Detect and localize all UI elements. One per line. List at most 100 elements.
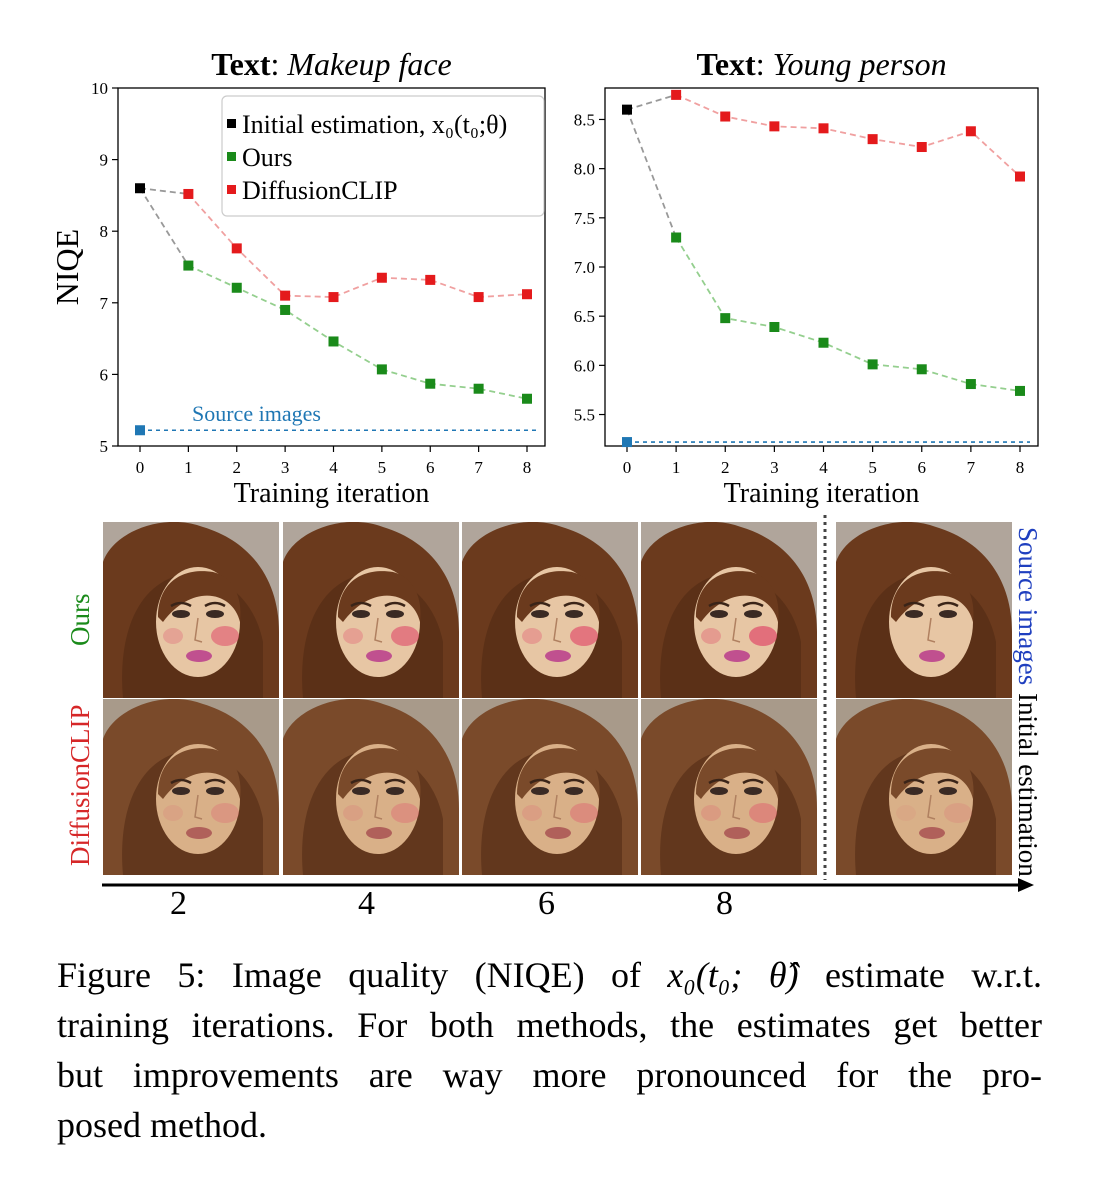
y-tick-label: 6 bbox=[100, 365, 109, 384]
initial-estimation-marker bbox=[135, 183, 145, 194]
y-tick-label: 9 bbox=[100, 151, 109, 170]
point-ours bbox=[328, 336, 339, 347]
x-tick-label: 4 bbox=[819, 458, 828, 477]
point-ours bbox=[280, 304, 291, 315]
point-ours bbox=[769, 321, 780, 332]
face-ours-iter bbox=[283, 522, 459, 698]
row-label-ours: Ours bbox=[65, 593, 95, 647]
x-axis-label: Training iteration bbox=[234, 478, 430, 509]
x-tick-label: 2 bbox=[721, 458, 730, 477]
y-tick-label: 5.5 bbox=[574, 406, 595, 425]
y-tick-label: 8 bbox=[100, 222, 109, 241]
chart-makeup-face: Text: Makeup face 10 9 8 7 6 5 0 1 2 3 4 5 6 7 8 Trainin… bbox=[49, 46, 546, 509]
point-diffusionclip bbox=[1015, 171, 1025, 182]
point-ours bbox=[818, 337, 829, 348]
x-tick-label: 0 bbox=[136, 458, 145, 477]
point-ours bbox=[183, 260, 194, 271]
chart-title: Text: Young person bbox=[696, 46, 946, 82]
iteration-tick-8: 8 bbox=[716, 885, 733, 922]
plot-frame bbox=[117, 87, 546, 447]
face-diffusionclip-iter bbox=[103, 699, 279, 875]
x-tick-label: 6 bbox=[426, 458, 435, 477]
legend-marker bbox=[227, 185, 236, 194]
y-tick-label: 7.5 bbox=[574, 209, 595, 228]
x-tick-label: 5 bbox=[868, 458, 877, 477]
point-ours bbox=[867, 359, 878, 370]
face-ours-iter bbox=[462, 522, 638, 698]
caption-line-4: posed method. bbox=[57, 1105, 267, 1145]
point-diffusionclip bbox=[231, 243, 242, 254]
y-tick-label: 10 bbox=[91, 79, 108, 98]
initial-connector bbox=[626, 109, 677, 238]
x-tick-label: 1 bbox=[184, 458, 193, 477]
source-images-label: Source images bbox=[192, 401, 321, 426]
point-ours bbox=[965, 379, 976, 390]
y-axis-label: NIQE bbox=[49, 229, 85, 305]
point-diffusionclip bbox=[473, 292, 484, 303]
caption-line-1: Figure 5: Image quality (NIQE) of x₀(t₀;… bbox=[57, 950, 1042, 1000]
x-tick-label: 7 bbox=[474, 458, 483, 477]
caption-line-3: but improvements are way more pronounced… bbox=[57, 1055, 1042, 1095]
side-label-initial: Initial estimation bbox=[1013, 693, 1043, 877]
x-tick-label: 3 bbox=[770, 458, 779, 477]
point-diffusionclip bbox=[328, 292, 339, 303]
x-tick-label: 6 bbox=[918, 458, 927, 477]
x-tick-label: 2 bbox=[233, 458, 242, 477]
side-label-source: Source images bbox=[1013, 527, 1043, 686]
x-axis-label: Training iteration bbox=[724, 478, 920, 509]
iteration-axis-arrow bbox=[102, 878, 1034, 892]
x-tick-label: 8 bbox=[1016, 458, 1025, 477]
initial-connector bbox=[139, 187, 189, 195]
iteration-tick-4: 4 bbox=[358, 885, 375, 922]
series-line-diffusionclip bbox=[675, 94, 1021, 178]
face-ours-iter bbox=[641, 522, 817, 698]
initial-connector bbox=[626, 94, 677, 111]
point-diffusionclip bbox=[425, 274, 436, 285]
series-line-ours bbox=[675, 237, 1021, 392]
y-tick-label: 7.0 bbox=[574, 258, 595, 277]
face-grid: Ours DiffusionCLIP bbox=[0, 515, 1095, 935]
series-line-diffusionclip bbox=[187, 193, 528, 298]
x-tick-label: 5 bbox=[378, 458, 387, 477]
plot-frame bbox=[604, 87, 1039, 447]
x-tick-label: 4 bbox=[329, 458, 338, 477]
face-diffusionclip-iter bbox=[462, 699, 638, 875]
point-ours bbox=[231, 282, 242, 293]
point-diffusionclip bbox=[916, 142, 927, 153]
x-tick-label: 7 bbox=[967, 458, 976, 477]
y-tick-label: 7 bbox=[100, 294, 109, 313]
y-tick-label: 6.5 bbox=[574, 307, 595, 326]
caption-line-2: training iterations. For both methods, t… bbox=[57, 1005, 1042, 1045]
legend-entry: Ours bbox=[242, 143, 293, 172]
chart-young-person: Text: Young person 8.5 8.0 7.5 7.0 6.5 6.0 5.5 0… bbox=[574, 46, 1039, 509]
face-source-image bbox=[836, 522, 1012, 698]
face-ours-iter bbox=[103, 522, 279, 698]
iteration-tick-2: 2 bbox=[170, 885, 187, 922]
point-diffusionclip bbox=[522, 289, 532, 300]
point-diffusionclip bbox=[769, 121, 780, 132]
chart-title: Text: Makeup face bbox=[211, 46, 452, 82]
point-diffusionclip bbox=[183, 188, 194, 199]
figure-caption: Figure 5: Image quality (NIQE) of x₀(t₀;… bbox=[57, 950, 1042, 1150]
point-diffusionclip bbox=[376, 272, 387, 283]
iteration-tick-6: 6 bbox=[538, 885, 555, 922]
source-images-marker bbox=[135, 425, 145, 436]
x-tick-label: 0 bbox=[623, 458, 632, 477]
initial-estimation-marker bbox=[622, 104, 632, 115]
y-tick-label: 8.0 bbox=[574, 160, 595, 179]
x-tick-label: 1 bbox=[672, 458, 681, 477]
legend-entry: DiffusionCLIP bbox=[242, 176, 398, 205]
x-tick-label: 8 bbox=[523, 458, 532, 477]
caption-math: x₀(t₀; θ̂) bbox=[667, 955, 799, 995]
point-diffusionclip bbox=[818, 123, 829, 134]
row-label-diffusionclip: DiffusionCLIP bbox=[65, 704, 95, 866]
caption-prefix: Figure 5: Image quality (NIQE) of bbox=[57, 955, 668, 995]
point-ours bbox=[720, 313, 731, 324]
legend-box bbox=[221, 95, 545, 217]
point-ours bbox=[376, 364, 387, 375]
point-diffusionclip bbox=[867, 134, 878, 145]
point-ours bbox=[425, 378, 436, 389]
face-initial-estimation bbox=[836, 699, 1012, 875]
source-images-marker bbox=[622, 437, 632, 448]
legend-marker bbox=[227, 119, 236, 128]
